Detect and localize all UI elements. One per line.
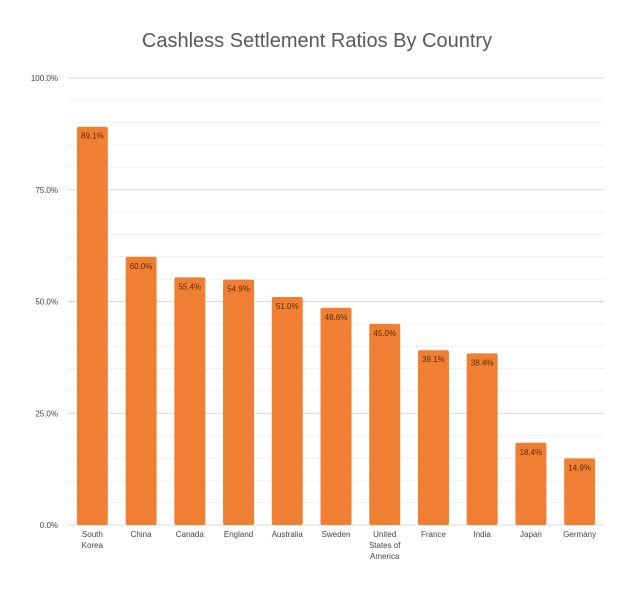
x-tick-label: South Korea [82,530,104,550]
x-tick-label: India [474,530,492,539]
bar [76,126,108,526]
chart-title: Cashless Settlement Ratios By Country [141,30,493,52]
data-label: 60.0% [130,262,153,271]
y-tick-label: 75.0% [35,186,58,195]
bar [320,307,352,525]
data-label: 18.4% [520,448,543,457]
x-tick-label: China [131,530,152,539]
x-tick-label: Australia [272,530,304,539]
bar [515,442,547,525]
bar [466,353,498,525]
bar [369,323,401,525]
data-label: 89.1% [81,132,104,141]
x-tick-label: Japan [520,530,542,539]
bar [223,279,255,525]
data-label: 14.9% [568,463,591,472]
bar [564,458,596,525]
data-label: 39.1% [422,355,445,364]
x-tick-label: Germany [563,530,596,539]
x-axis-category-labels: South Korea China Canada England Australia Swe… [82,530,596,561]
data-label: 45.0% [373,329,396,338]
data-label: 48.6% [325,313,348,322]
data-labels: 89.1% 60.0% 55.4% 54.9% 51.0% 48.6% 45.0% 39.1%… [81,132,591,473]
x-tick-label: France [421,530,446,539]
bars [76,126,596,526]
bar [174,277,206,525]
bar [271,297,303,525]
x-tick-label: Sweden [322,530,351,539]
bar [417,350,449,525]
bar [125,256,157,525]
x-tick-label: England [224,530,253,539]
data-label: 55.4% [178,282,201,291]
data-label: 54.9% [227,285,250,294]
x-tick-label: Canada [176,530,205,539]
y-tick-label: 100.0% [31,74,58,83]
data-label: 38.4% [471,358,494,367]
y-axis-tick-labels: 0.0% 25.0% 50.0% 75.0% 100.0% [31,74,58,530]
x-tick-label: United States of America [369,530,401,561]
y-tick-label: 25.0% [35,409,58,418]
y-tick-label: 0.0% [40,521,58,530]
y-tick-label: 50.0% [35,298,58,307]
data-label: 51.0% [276,302,299,311]
